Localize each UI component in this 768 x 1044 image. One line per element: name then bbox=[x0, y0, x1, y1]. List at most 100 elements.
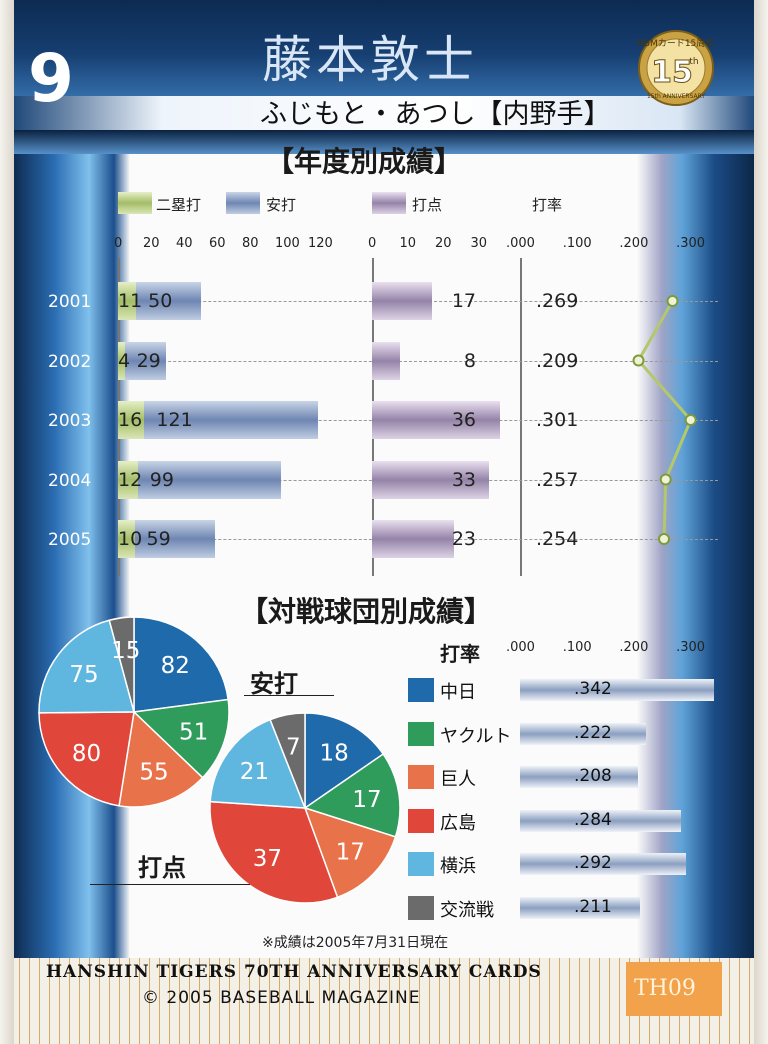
header-subband bbox=[14, 96, 754, 130]
avg-point bbox=[666, 295, 679, 307]
doubles-value: 12 bbox=[118, 468, 143, 491]
vs-avg-value: .222 bbox=[574, 722, 612, 743]
rbi-value: 17 bbox=[451, 290, 476, 312]
hits-axis-tick: 20 bbox=[143, 236, 160, 251]
team-name: ヤクルト bbox=[440, 725, 512, 747]
card-code: TH09 bbox=[634, 976, 696, 1001]
avg-value: .209 bbox=[536, 349, 579, 372]
logo-suffix: th bbox=[689, 57, 698, 67]
hits-axis-tick: 80 bbox=[242, 236, 259, 251]
year-label: 2002 bbox=[48, 351, 92, 372]
vs-avg-value: .284 bbox=[574, 809, 612, 830]
hits-pie: 82 51 55 80 75 15 bbox=[38, 616, 230, 808]
player-reading: ふじもと・あつし【内野手】 bbox=[260, 92, 610, 131]
vs-avg-bar bbox=[520, 896, 640, 919]
stats-as-of-note: ※成績は2005年7月31日現在 bbox=[262, 935, 449, 951]
hits-axis-tick: 60 bbox=[209, 236, 226, 251]
team-color-swatch bbox=[408, 721, 434, 746]
pie-slice bbox=[304, 712, 385, 810]
pie-slice-label: 75 bbox=[69, 662, 98, 688]
vs-avg-label: 打率 bbox=[440, 642, 480, 666]
legend-doubles: 二塁打 bbox=[156, 196, 202, 214]
vs-avg-value: .208 bbox=[574, 766, 612, 786]
card-left-edge bbox=[0, 0, 14, 1044]
legend-swatch-rbi bbox=[372, 192, 406, 214]
rbi-axis-tick: 20 bbox=[435, 236, 452, 251]
doubles-value: 10 bbox=[118, 528, 143, 550]
rbi-bar bbox=[372, 460, 490, 499]
legend-hits: 安打 bbox=[266, 196, 297, 214]
rbi-bar bbox=[372, 401, 500, 439]
avg-point bbox=[659, 473, 672, 486]
vs-avg-bar bbox=[520, 722, 646, 745]
legend-avg: 打率 bbox=[532, 196, 563, 214]
pie-slice bbox=[132, 698, 230, 779]
avg-value: .257 bbox=[536, 468, 579, 491]
pie-slice-label: 37 bbox=[253, 846, 282, 872]
pie-slice bbox=[269, 712, 306, 809]
vs-avg-bar bbox=[520, 766, 638, 788]
pie-slice bbox=[303, 752, 401, 838]
rbi-pie-label: 打点 bbox=[138, 854, 186, 882]
doubles-bar bbox=[118, 401, 145, 439]
pie-slice-label: 80 bbox=[72, 741, 101, 767]
avg-value: .254 bbox=[536, 528, 579, 550]
pie-slice-label: 17 bbox=[352, 787, 381, 813]
doubles-bar bbox=[118, 460, 138, 499]
rbi-value: 23 bbox=[451, 528, 476, 550]
avg-value: .301 bbox=[536, 409, 579, 431]
hits-bar bbox=[118, 460, 282, 499]
team-color-swatch bbox=[408, 808, 434, 833]
rbi-value: 33 bbox=[451, 468, 476, 491]
vs-avg-value: .211 bbox=[574, 896, 612, 917]
year-label: 2001 bbox=[48, 292, 92, 312]
pie-slice-label: 17 bbox=[336, 839, 365, 865]
logo-number: 15 bbox=[651, 55, 693, 90]
hits-value: 29 bbox=[136, 349, 161, 372]
year-label: 2003 bbox=[48, 411, 92, 431]
hits-bar bbox=[118, 341, 166, 380]
pie-slice-label: 7 bbox=[286, 734, 301, 760]
copyright: © 2005 BASEBALL MAGAZINE bbox=[142, 988, 421, 1008]
hits-axis-tick: 120 bbox=[308, 236, 333, 251]
pie-slice-label: 21 bbox=[240, 759, 269, 785]
team-name: 広島 bbox=[440, 812, 476, 834]
doubles-bar bbox=[118, 341, 125, 380]
rbi-value: 36 bbox=[451, 409, 476, 431]
pie-slice bbox=[38, 711, 135, 807]
avg-point bbox=[632, 354, 645, 367]
hits-value: 121 bbox=[156, 409, 193, 431]
player-position: 【内野手】 bbox=[475, 99, 611, 130]
avg-point bbox=[684, 414, 697, 426]
hits-axis-tick: 100 bbox=[275, 236, 300, 251]
rbi-pie-underline bbox=[90, 884, 250, 885]
pie-slice-label: 18 bbox=[319, 740, 348, 766]
pie-slice bbox=[209, 718, 307, 809]
doubles-bar bbox=[118, 282, 137, 320]
pie-slice bbox=[118, 710, 204, 808]
pie-slice-label: 15 bbox=[111, 638, 140, 664]
logo-bottom-text: 15th ANNIVERSARY bbox=[647, 93, 705, 100]
uniform-number: 9 bbox=[28, 40, 75, 117]
hits-value: 59 bbox=[146, 528, 171, 550]
team-name: 中日 bbox=[440, 682, 476, 703]
vs-avg-value: .292 bbox=[574, 853, 612, 873]
rbi-axis-tick: 0 bbox=[368, 236, 377, 251]
doubles-value: 4 bbox=[118, 349, 131, 372]
vs-avg-axis-tick: .200 bbox=[619, 640, 649, 655]
pie-slice bbox=[108, 616, 135, 713]
yearly-stats-title: 【年度別成績】 bbox=[266, 145, 463, 178]
avg-axis-tick: .200 bbox=[619, 236, 649, 251]
year-label: 2004 bbox=[48, 470, 92, 491]
pie-slice bbox=[209, 800, 339, 904]
hits-pie-label: 安打 bbox=[250, 670, 298, 698]
avg-axis-tick: .100 bbox=[562, 236, 592, 251]
rbi-bar bbox=[372, 341, 401, 380]
team-color-swatch bbox=[408, 765, 434, 789]
player-kana: ふじもと・あつし bbox=[260, 99, 476, 130]
team-name: 巨人 bbox=[440, 769, 476, 790]
rbi-axis-tick: 10 bbox=[399, 236, 417, 251]
legend-swatch-hits bbox=[226, 192, 260, 214]
